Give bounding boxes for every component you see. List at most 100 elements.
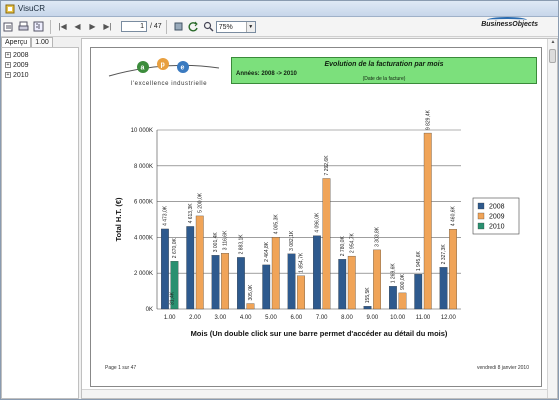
bar-2008-12.00[interactable] bbox=[439, 267, 448, 310]
report-date-basis: (Date de la facture) bbox=[362, 76, 406, 82]
x-tick-label: 2.00 bbox=[189, 315, 201, 321]
bar-2009-10.00[interactable] bbox=[398, 292, 407, 310]
previous-page-icon[interactable]: ◀ bbox=[74, 22, 81, 31]
bar-2009-4.00[interactable] bbox=[246, 303, 255, 310]
bar-2008-8.00[interactable] bbox=[338, 259, 347, 310]
chevron-down-icon[interactable]: ▼ bbox=[245, 21, 255, 32]
data-label: 2 670,0K bbox=[172, 238, 178, 259]
scroll-up-icon[interactable]: ▲ bbox=[550, 39, 556, 45]
bar-2009-12.00[interactable] bbox=[449, 229, 457, 310]
group-tree: + 2008 + 2009 + 2010 bbox=[1, 47, 79, 399]
bar-2009-6.00[interactable] bbox=[297, 275, 305, 310]
first-page-icon[interactable]: |◀ bbox=[58, 22, 67, 31]
zoom-select[interactable]: 75% ▼ bbox=[215, 20, 256, 33]
x-tick-label: 8.00 bbox=[341, 315, 353, 321]
legend-label: 2008 bbox=[489, 204, 505, 211]
tree-item-label[interactable]: 2010 bbox=[13, 71, 29, 79]
horizontal-scrollbar[interactable] bbox=[82, 389, 547, 398]
bar-2008-7.00[interactable] bbox=[313, 235, 321, 310]
data-label: 2 327,3K bbox=[441, 244, 447, 265]
bar-2008-1.00[interactable] bbox=[161, 228, 169, 310]
expand-icon[interactable]: + bbox=[5, 52, 11, 58]
data-label: 3 001,4K bbox=[213, 232, 219, 253]
report-viewer[interactable]: a p e l'excellence industrielle Evolutio… bbox=[81, 38, 558, 399]
bar-2008-10.00[interactable] bbox=[389, 286, 397, 310]
data-label: 7 292,6K bbox=[324, 155, 330, 176]
logo-swoosh bbox=[487, 17, 528, 23]
data-label: 1 269,6K bbox=[390, 263, 396, 284]
data-label: 3 082,1K bbox=[289, 230, 295, 251]
scroll-thumb[interactable] bbox=[549, 49, 556, 63]
data-label: 4 460,6K bbox=[451, 205, 457, 226]
x-tick-label: 3.00 bbox=[214, 315, 226, 321]
next-page-icon[interactable]: ▶ bbox=[89, 22, 96, 31]
bar-2009-7.00[interactable] bbox=[322, 178, 331, 310]
last-page-icon[interactable]: ▶| bbox=[103, 22, 112, 31]
svg-text:p: p bbox=[161, 62, 165, 69]
x-tick-label: 10.00 bbox=[390, 315, 406, 321]
data-label: 2 464,8K bbox=[264, 241, 270, 262]
toolbar-separator bbox=[165, 19, 167, 34]
data-label: 155,5K bbox=[365, 287, 371, 304]
bar-2009-8.00[interactable] bbox=[347, 255, 356, 310]
tab-row: Aperçu 1.00 bbox=[1, 37, 79, 48]
bar-2008-2.00[interactable] bbox=[186, 226, 195, 310]
svg-text:e: e bbox=[181, 65, 185, 72]
report-title: Evolution de la facturation par mois bbox=[324, 61, 444, 68]
billing-chart[interactable]: 0K 2 000K 4 000K 6 000K 8 000K 10 000K Total H… bbox=[91, 48, 543, 358]
x-tick-label: 4.00 bbox=[240, 315, 252, 321]
page-number-input[interactable]: 1 bbox=[121, 21, 147, 32]
y-tick-label: 4 000K bbox=[134, 235, 153, 241]
page-footer: Page 1 sur 47 bbox=[105, 365, 137, 371]
report-page: a p e l'excellence industrielle Evolutio… bbox=[90, 47, 542, 387]
legend-label: 2010 bbox=[489, 224, 505, 231]
print-icon[interactable] bbox=[17, 20, 30, 33]
bar-2009-5.00[interactable] bbox=[271, 237, 280, 310]
tree-item-2010[interactable]: + 2010 bbox=[5, 70, 75, 80]
legend-swatch-2010 bbox=[477, 222, 485, 230]
y-tick-label: 0K bbox=[146, 307, 153, 313]
export-icon[interactable] bbox=[2, 20, 15, 33]
tree-item-label[interactable]: 2008 bbox=[13, 51, 29, 59]
logo-caption: l'excellence industrielle bbox=[131, 81, 208, 87]
bar-2009-11.00[interactable] bbox=[423, 132, 432, 310]
bar-2008-9.00[interactable] bbox=[363, 306, 372, 310]
window-title: VisuCR bbox=[18, 4, 45, 13]
bar-2008-11.00[interactable] bbox=[414, 274, 423, 310]
tree-toggle-icon[interactable] bbox=[32, 20, 45, 33]
bar-2008-6.00[interactable] bbox=[287, 253, 296, 310]
data-label: 4 005,3K bbox=[273, 214, 279, 235]
tab-apercu[interactable]: Aperçu bbox=[1, 37, 32, 48]
search-icon[interactable] bbox=[202, 20, 215, 33]
x-tick-label: 5.00 bbox=[265, 315, 277, 321]
bar-2008-3.00[interactable] bbox=[211, 255, 220, 310]
bar-2010-1.00[interactable] bbox=[170, 261, 179, 310]
bar-2009-3.00[interactable] bbox=[221, 253, 229, 310]
tree-item-2008[interactable]: + 2008 bbox=[5, 50, 75, 60]
stop-icon[interactable] bbox=[172, 20, 185, 33]
y-axis-label: Total H.T. (€) bbox=[114, 197, 123, 242]
brand-label: BusinessObjects bbox=[481, 21, 538, 28]
data-label: 5 200,0K bbox=[197, 192, 203, 213]
tree-item-2009[interactable]: + 2009 bbox=[5, 60, 75, 70]
data-label: 31,4K bbox=[170, 291, 176, 305]
print-date: vendredi 8 janvier 2010 bbox=[477, 365, 529, 371]
refresh-icon[interactable] bbox=[187, 20, 200, 33]
tree-item-label[interactable]: 2009 bbox=[13, 61, 29, 69]
vertical-scrollbar[interactable]: ▲ bbox=[547, 39, 557, 398]
tab-page[interactable]: 1.00 bbox=[31, 37, 53, 48]
y-tick-label: 10 000K bbox=[131, 128, 153, 134]
bar-2008-4.00[interactable] bbox=[237, 257, 245, 310]
expand-icon[interactable]: + bbox=[5, 62, 11, 68]
data-label: 3 116,6K bbox=[223, 230, 229, 250]
y-tick-label: 2 000K bbox=[134, 271, 153, 277]
bar-2008-5.00[interactable] bbox=[262, 264, 271, 310]
x-axis-label: Mois (Un double click sur une barre perm… bbox=[191, 329, 448, 338]
expand-icon[interactable]: + bbox=[5, 72, 11, 78]
toolbar-separator bbox=[50, 19, 51, 34]
bar-2009-9.00[interactable] bbox=[373, 249, 381, 310]
y-tick-label: 8 000K bbox=[134, 164, 153, 170]
bar-2009-2.00[interactable] bbox=[195, 215, 204, 310]
data-label: 2 780,0K bbox=[340, 236, 346, 257]
